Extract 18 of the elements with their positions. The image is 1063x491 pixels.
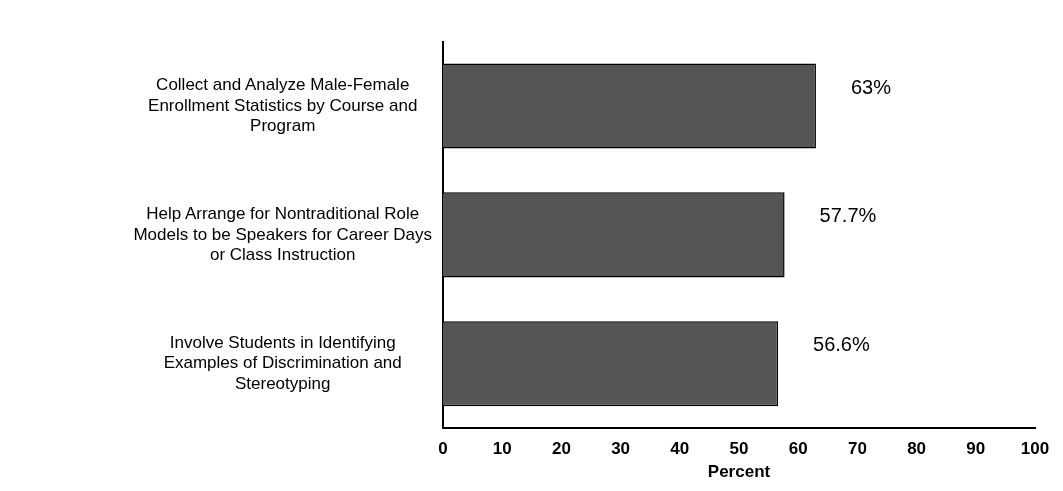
x-tick-label: 90: [966, 439, 986, 459]
x-tick-label: 100: [1020, 439, 1050, 459]
y-tick-label: Help Arrange for Nontraditional Role Models to be Speakers for Career Days or Class Instruction: [133, 204, 433, 264]
x-tick-label: 0: [438, 439, 448, 459]
x-tick-label: 30: [611, 439, 631, 459]
x-tick-label: 40: [670, 439, 690, 459]
x-tick-label: 60: [788, 439, 808, 459]
x-tick-label: 50: [729, 439, 749, 459]
data-label: 63%: [850, 75, 892, 98]
x-tick-label: 20: [551, 439, 571, 459]
x-tick-label: 80: [907, 439, 927, 459]
y-tick-label: Involve Students in Identifying Examples of Discrimination and Stereotyping: [163, 333, 402, 393]
x-tick-label: 10: [492, 439, 512, 459]
y-tick-label: Collect and Analyze Male-Female Enrollment Statistics by Course and Program: [148, 75, 418, 136]
x-axis-title: Percent: [707, 462, 771, 482]
x-tick-label: 70: [847, 439, 867, 459]
data-label: 57.7%: [819, 204, 877, 227]
data-label: 56.6%: [813, 333, 870, 356]
